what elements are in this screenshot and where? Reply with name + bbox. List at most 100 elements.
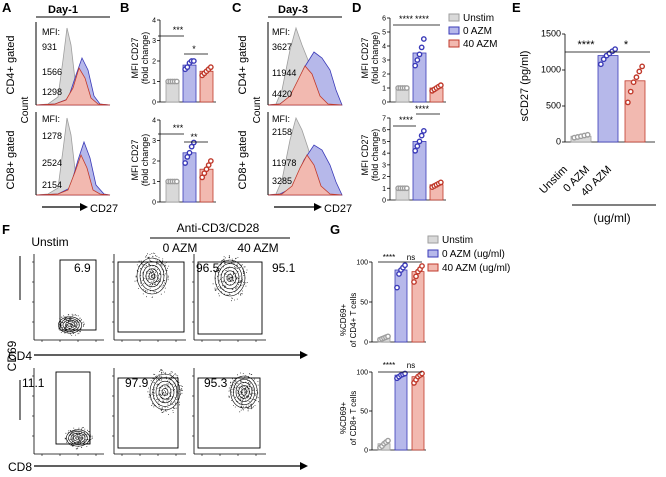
row-label-c-top: CD4+ gated xyxy=(237,35,249,94)
dot-plot-contour xyxy=(214,259,246,297)
y-tick-label: 0 xyxy=(556,137,561,147)
legend-g-swatch-unstim xyxy=(427,235,439,244)
sig-b-top-1: * xyxy=(192,44,196,54)
bar-charts: 0123401234012345601234567050010001500050… xyxy=(152,16,655,455)
legend-top: Unstim 0 AZM 40 AZM xyxy=(448,13,497,50)
dot-plot-contour xyxy=(238,385,250,399)
legend-g-swatch-40azm xyxy=(427,263,439,272)
y-tick-label: 0 xyxy=(152,200,156,207)
f-pct-top-40azm: 95.1 xyxy=(272,261,296,275)
bar-1 xyxy=(597,55,619,143)
dot-plot-gate xyxy=(117,377,179,449)
sig-b-top-0: *** xyxy=(173,25,184,35)
data-point xyxy=(420,127,427,134)
dot-plot-1 xyxy=(112,252,186,342)
chart-b-top: 0 1 2 3 4 xyxy=(152,18,216,107)
panel-letter-f: F xyxy=(2,222,10,237)
y-tick-label: 0 xyxy=(152,100,156,107)
mfi-a-bottom-unstim: 1278 xyxy=(42,131,62,141)
hist-c-bottom-40azm xyxy=(267,154,343,196)
y-tick-label: 2 xyxy=(382,72,386,79)
f-pct-bottom-40azm: 95.3 xyxy=(204,376,228,390)
f-pct-top-unstim: 6.9 xyxy=(74,261,91,275)
f-pct-bottom-0azm: 97.9 xyxy=(125,376,149,390)
mfi-c-top-0azm: 11944 xyxy=(272,68,296,78)
f-x-label-top: CD4 xyxy=(8,349,32,363)
sig-b-bottom-1: ** xyxy=(190,132,198,142)
data-point xyxy=(437,179,444,186)
mfi-a-top-40azm: 1298 xyxy=(42,87,62,97)
y-tick-label: 3 xyxy=(152,38,156,45)
data-point xyxy=(182,160,189,166)
panel-letter-g: G xyxy=(330,222,340,237)
data-point xyxy=(420,36,427,42)
y-tick-label: 4 xyxy=(152,18,156,25)
data-point xyxy=(402,370,408,377)
data-point xyxy=(584,131,591,138)
sig-b-bottom-0: *** xyxy=(173,123,184,133)
y-tick-label: 7 xyxy=(382,116,386,123)
legend-0azm: 0 AZM xyxy=(463,26,492,37)
data-point xyxy=(418,44,425,51)
bar-1 xyxy=(394,374,408,451)
dot-plot-contour xyxy=(226,274,234,282)
y-tick-label: 100 xyxy=(356,260,368,267)
dot-plot-contour xyxy=(241,388,247,396)
data-point xyxy=(418,132,425,139)
legend-swatch-0azm xyxy=(448,26,460,35)
f-pct-bottom-unstim: 11.1 xyxy=(22,376,45,390)
data-point xyxy=(600,56,607,63)
mfi-label-a-bottom: MFI: xyxy=(42,114,60,124)
data-point xyxy=(173,178,180,185)
dot-plot-4 xyxy=(112,368,186,456)
y-tick-label: 0 xyxy=(382,100,386,107)
data-point xyxy=(630,79,637,86)
dot-plot-contour xyxy=(158,384,172,400)
sig-d-bottom-1: **** xyxy=(415,104,430,114)
y-tick-label: 3 xyxy=(382,58,386,65)
dot-plot-0 xyxy=(32,254,104,342)
data-point xyxy=(186,149,193,156)
data-point xyxy=(416,51,423,58)
y-tick-label: 1 xyxy=(382,86,386,93)
data-point xyxy=(416,138,423,145)
legend-g: Unstim 0 AZM (ug/ml) 40 AZM (ug/ml) xyxy=(427,235,510,274)
data-point xyxy=(173,78,180,85)
data-point xyxy=(190,58,197,64)
dot-plot-contour xyxy=(233,378,255,406)
data-point xyxy=(414,57,421,63)
f-group-header: Anti-CD3/CD28 xyxy=(177,221,260,235)
y-tick-label: 1 xyxy=(382,186,386,193)
y-tick-label: 4 xyxy=(152,118,156,125)
row-label-c-bottom: CD8+ gated xyxy=(237,130,249,189)
f-col-unstim: Unstim xyxy=(31,235,68,249)
legend-unstim: Unstim xyxy=(463,13,494,24)
dot-plot-contour xyxy=(73,434,83,442)
data-point xyxy=(402,262,408,269)
chart-g-top: 0 50 100 xyxy=(356,260,426,347)
data-point xyxy=(419,263,425,269)
y-tick-label: 4 xyxy=(382,44,386,51)
bar-2 xyxy=(411,376,425,451)
dot-plot-contour xyxy=(68,431,88,445)
sig-g-bottom-1: ns xyxy=(407,361,415,370)
legend-g-0azm: 0 AZM (ug/ml) xyxy=(442,249,505,260)
y-tick-label: 1 xyxy=(152,79,156,86)
f-x-label-bottom: CD8 xyxy=(8,460,32,474)
panel-letter-e: E xyxy=(512,0,521,15)
y-tick-label: 3 xyxy=(152,138,156,145)
panel-letter-b: B xyxy=(120,0,129,15)
panel-letter-c: C xyxy=(232,0,242,15)
y-tick-label: 1000 xyxy=(541,65,561,75)
ylabel-b-top: MFI CD27 xyxy=(130,37,140,78)
ylabel-d-bottom: MFI CD27 xyxy=(360,134,370,175)
dot-plot-events xyxy=(58,313,85,336)
sig-d-top-0: **** xyxy=(399,14,414,24)
ylabel-g-top: %CD69+ xyxy=(339,304,348,337)
y-tick-label: 6 xyxy=(382,127,386,134)
y-tick-label: 6 xyxy=(382,16,386,23)
dot-plot-contour xyxy=(70,432,86,444)
bar-2 xyxy=(624,80,646,143)
ylabel2-d-top: (fold change) xyxy=(370,32,380,85)
dot-plot-contour xyxy=(67,323,73,327)
